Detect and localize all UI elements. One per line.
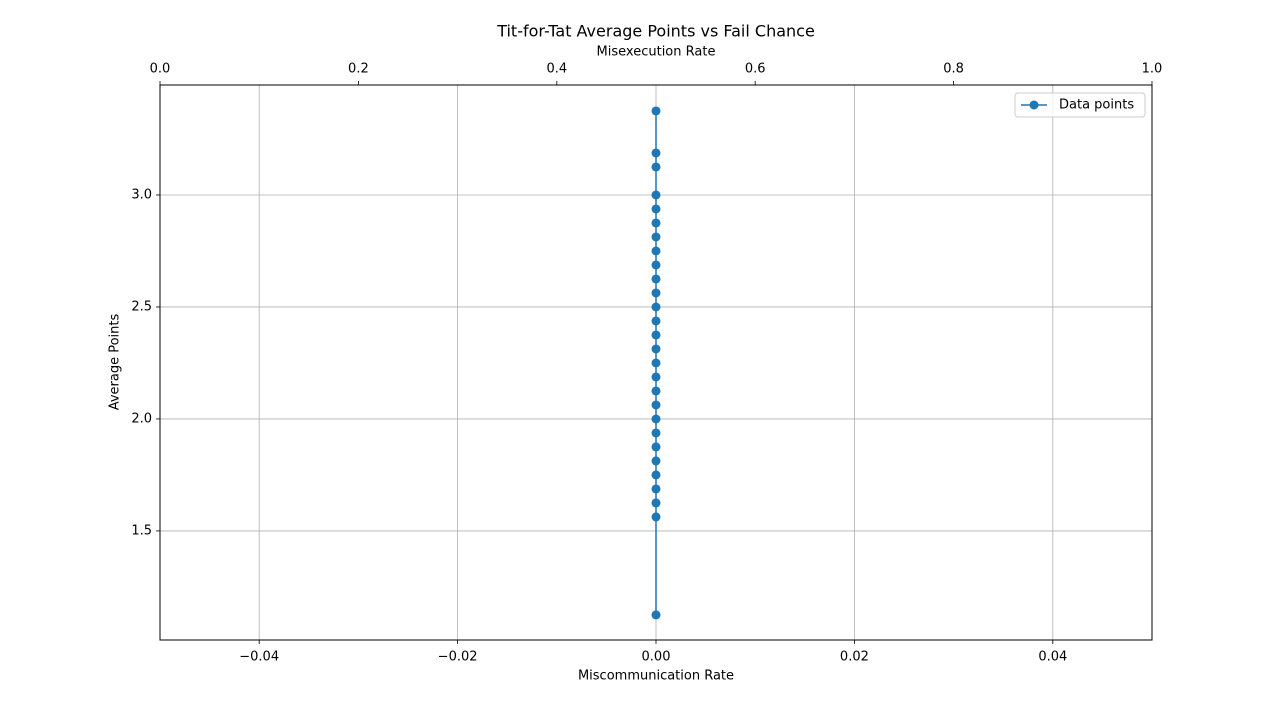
data-point bbox=[651, 610, 661, 620]
data-point bbox=[651, 512, 661, 522]
data-point bbox=[651, 386, 661, 396]
x-tick-label: 0.00 bbox=[642, 650, 671, 665]
x2-tick-label: 0.2 bbox=[348, 62, 369, 77]
data-point bbox=[651, 414, 661, 424]
data-point bbox=[651, 330, 661, 340]
data-point bbox=[651, 204, 661, 214]
x-tick-label: 0.04 bbox=[1038, 650, 1067, 665]
data-point bbox=[651, 428, 661, 438]
x2-tick-label: 1.0 bbox=[1142, 62, 1163, 77]
data-point bbox=[651, 260, 661, 270]
data-point bbox=[651, 274, 661, 284]
x-tick-label: 0.02 bbox=[840, 650, 869, 665]
y-axis-label: Average Points bbox=[108, 313, 123, 410]
x2-tick-label: 0.0 bbox=[150, 62, 171, 77]
chart-title: Tit-for-Tat Average Points vs Fail Chanc… bbox=[496, 22, 815, 41]
data-point bbox=[651, 288, 661, 298]
data-point bbox=[651, 162, 661, 172]
data-point bbox=[651, 372, 661, 382]
x2-tick-label: 0.8 bbox=[943, 62, 964, 77]
data-point bbox=[651, 302, 661, 312]
x2-axis-label: Misexecution Rate bbox=[597, 45, 716, 60]
legend-label: Data points bbox=[1059, 98, 1134, 113]
data-point bbox=[651, 190, 661, 200]
data-point bbox=[651, 442, 661, 452]
x-tick-label: −0.04 bbox=[239, 650, 279, 665]
data-point bbox=[651, 106, 661, 116]
legend-marker bbox=[1029, 100, 1039, 110]
y-tick-label: 3.0 bbox=[131, 187, 152, 202]
x2-tick-label: 0.4 bbox=[546, 62, 567, 77]
data-point bbox=[651, 400, 661, 410]
x2-tick-label: 0.6 bbox=[745, 62, 766, 77]
data-point bbox=[651, 246, 661, 256]
axes-frame bbox=[159, 84, 1153, 641]
data-point bbox=[651, 456, 661, 466]
data-point bbox=[651, 232, 661, 242]
data-point bbox=[651, 316, 661, 326]
y-tick-label: 2.0 bbox=[131, 411, 152, 426]
x-tick-label: −0.02 bbox=[438, 650, 478, 665]
legend-box bbox=[1014, 92, 1146, 118]
data-point bbox=[651, 148, 661, 158]
data-point bbox=[651, 218, 661, 228]
data-point bbox=[651, 498, 661, 508]
data-point bbox=[651, 484, 661, 494]
data-point bbox=[651, 344, 661, 354]
data-point bbox=[651, 470, 661, 480]
y-tick-label: 1.5 bbox=[131, 523, 152, 538]
x-axis-label: Miscommunication Rate bbox=[578, 669, 734, 684]
y-tick-label: 2.5 bbox=[131, 299, 152, 314]
data-point bbox=[651, 358, 661, 368]
